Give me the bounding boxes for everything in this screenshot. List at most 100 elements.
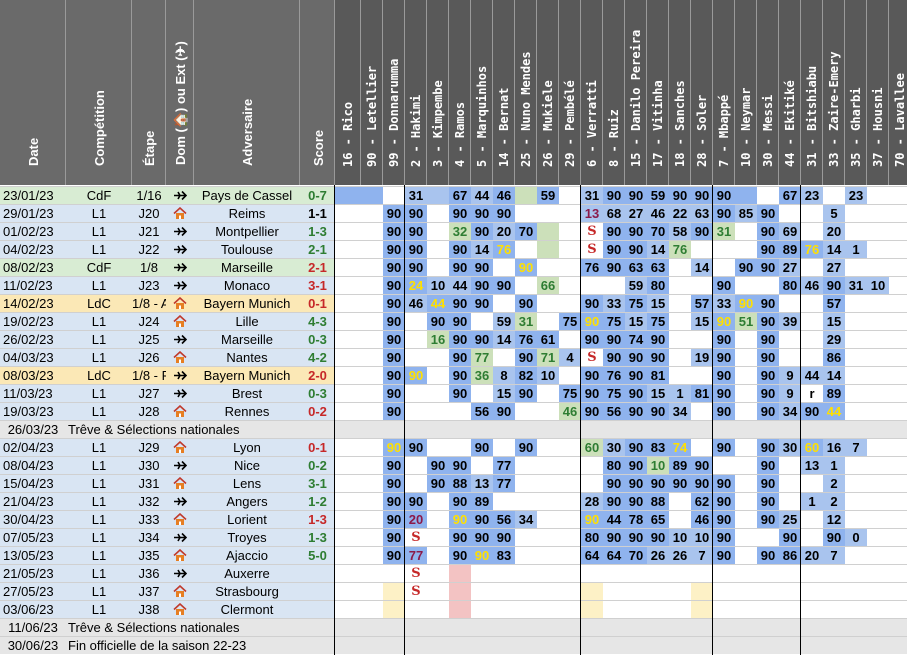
player-cell[interactable] <box>335 313 361 330</box>
player-cell[interactable]: 90 <box>647 403 669 420</box>
player-cell[interactable] <box>867 547 889 564</box>
player-cell[interactable] <box>427 403 449 420</box>
player-cell[interactable] <box>823 565 845 582</box>
player-cell[interactable] <box>845 511 867 528</box>
player-cell[interactable]: 90 <box>383 331 405 348</box>
player-cell[interactable]: 90 <box>449 547 471 564</box>
player-cell[interactable]: 90 <box>383 439 405 456</box>
player-cell[interactable] <box>537 295 559 312</box>
player-cell[interactable] <box>669 313 691 330</box>
player-cell[interactable]: 90 <box>449 367 471 384</box>
player-cell[interactable]: 59 <box>647 187 669 204</box>
player-cell[interactable]: 90 <box>515 259 537 276</box>
player-cell[interactable]: 90 <box>757 439 779 456</box>
player-cell[interactable] <box>845 313 867 330</box>
player-cell[interactable]: 1 <box>845 241 867 258</box>
player-cell[interactable]: 90 <box>823 529 845 546</box>
player-cell[interactable]: 34 <box>669 403 691 420</box>
player-cell[interactable] <box>867 457 889 474</box>
player-cell[interactable] <box>427 583 449 600</box>
player-cell[interactable] <box>361 187 383 204</box>
player-cell[interactable]: 90 <box>625 349 647 366</box>
player-cell[interactable]: S <box>411 530 421 545</box>
player-cell[interactable]: 46 <box>493 187 515 204</box>
player-cell[interactable] <box>603 601 625 618</box>
player-cell[interactable] <box>493 439 515 456</box>
player-cell[interactable]: 90 <box>713 511 735 528</box>
player-cell[interactable] <box>493 493 515 510</box>
player-cell[interactable] <box>779 493 801 510</box>
player-cell[interactable] <box>647 583 669 600</box>
player-cell[interactable] <box>801 295 823 312</box>
player-cell[interactable] <box>889 547 907 564</box>
player-cell[interactable] <box>801 565 823 582</box>
player-cell[interactable]: 90 <box>757 403 779 420</box>
player-cell[interactable] <box>515 457 537 474</box>
player-cell[interactable] <box>405 385 427 402</box>
player-cell[interactable] <box>493 565 515 582</box>
player-cell[interactable]: 13 <box>581 205 603 222</box>
player-cell[interactable]: 4 <box>559 349 581 366</box>
player-cell[interactable]: 63 <box>625 259 647 276</box>
player-cell[interactable] <box>537 205 559 222</box>
match-row[interactable]: 19/02/23 L1 J24 Lille 4-3 90 90 90 59 31 75 90 75 15 7… <box>0 312 907 330</box>
player-cell[interactable]: 90 <box>647 475 669 492</box>
player-cell[interactable] <box>361 223 383 240</box>
player-cell[interactable]: 90 <box>427 313 449 330</box>
player-cell[interactable]: 90 <box>625 403 647 420</box>
match-row[interactable]: 29/01/23 L1 J20 Reims 1-1 90 90 90 90 90 13 68 27 46 2… <box>0 204 907 222</box>
player-cell[interactable] <box>335 601 361 618</box>
player-cell[interactable] <box>515 277 537 294</box>
player-cell[interactable]: 77 <box>493 457 515 474</box>
player-cell[interactable] <box>361 277 383 294</box>
player-cell[interactable] <box>361 439 383 456</box>
player-cell[interactable] <box>361 313 383 330</box>
player-cell[interactable]: 56 <box>493 511 515 528</box>
player-cell[interactable]: 90 <box>691 223 713 240</box>
player-cell[interactable]: 90 <box>471 277 493 294</box>
player-cell[interactable]: 90 <box>383 223 405 240</box>
player-cell[interactable] <box>537 511 559 528</box>
player-cell[interactable]: 31 <box>581 187 603 204</box>
player-cell[interactable]: 14 <box>647 241 669 258</box>
player-header[interactable]: 44 - Ekitiké <box>779 0 801 185</box>
player-cell[interactable]: 23 <box>845 187 867 204</box>
player-cell[interactable] <box>801 475 823 492</box>
player-cell[interactable] <box>845 583 867 600</box>
match-row[interactable]: 26/02/23 L1 J25 Marseille 0-3 90 16 90 90 14 76 61 9… <box>0 330 907 348</box>
player-cell[interactable] <box>669 295 691 312</box>
player-cell[interactable]: 9 <box>779 385 801 402</box>
player-cell[interactable]: 27 <box>779 259 801 276</box>
match-row[interactable]: 27/05/23 L1 J37 Strasbourg S <box>0 582 907 600</box>
player-cell[interactable] <box>361 565 383 582</box>
player-cell[interactable]: 58 <box>669 223 691 240</box>
player-cell[interactable] <box>845 367 867 384</box>
player-cell[interactable] <box>361 493 383 510</box>
player-cell[interactable]: 59 <box>537 187 559 204</box>
player-cell[interactable] <box>845 565 867 582</box>
player-cell[interactable]: 90 <box>713 475 735 492</box>
player-header[interactable]: 30 - Messi <box>757 0 779 185</box>
player-cell[interactable]: 90 <box>713 313 735 330</box>
match-row[interactable]: 04/02/23 L1 J22 Toulouse 2-1 90 90 90 14 76 S 90 90 1… <box>0 240 907 258</box>
player-cell[interactable] <box>779 565 801 582</box>
player-cell[interactable] <box>889 295 907 312</box>
player-cell[interactable] <box>537 403 559 420</box>
player-cell[interactable]: 90 <box>383 349 405 366</box>
player-cell[interactable] <box>493 601 515 618</box>
player-cell[interactable] <box>735 439 757 456</box>
player-cell[interactable] <box>493 349 515 366</box>
player-cell[interactable] <box>779 331 801 348</box>
match-row[interactable]: 02/04/23 L1 J29 Lyon 0-1 90 90 90 90 60 30 90 83 74 90… <box>0 438 907 456</box>
player-cell[interactable]: 70 <box>647 223 669 240</box>
player-cell[interactable] <box>669 367 691 384</box>
player-header[interactable]: 35 - Gharbi <box>845 0 867 185</box>
player-cell[interactable]: 90 <box>757 367 779 384</box>
player-cell[interactable]: 90 <box>757 259 779 276</box>
player-cell[interactable] <box>361 529 383 546</box>
player-cell[interactable]: 0 <box>845 529 867 546</box>
player-cell[interactable] <box>427 187 449 204</box>
player-cell[interactable]: 46 <box>801 277 823 294</box>
player-cell[interactable]: 90 <box>757 349 779 366</box>
player-cell[interactable] <box>823 601 845 618</box>
